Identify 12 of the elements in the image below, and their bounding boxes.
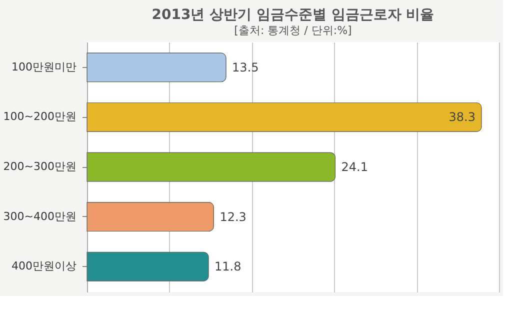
- y-tick-label: 400만원이상: [12, 260, 76, 273]
- data-label: 24.1: [341, 160, 368, 174]
- y-tick-label: 100만원미만: [12, 60, 76, 74]
- data-label: 38.3: [448, 110, 476, 124]
- y-tick-label: 200~300만원: [3, 160, 76, 173]
- y-tick-label: 300~400만원: [3, 210, 76, 223]
- chart-subtitle: [출처: 통계청 / 단위:%]: [234, 24, 352, 37]
- y-tick-label: 100~200만원: [3, 110, 76, 124]
- data-label: 13.5: [232, 60, 259, 74]
- data-label: 11.8: [214, 260, 242, 274]
- chart-title: 2013년 상반기 임금수준별 임금근로자 비율: [152, 7, 434, 23]
- data-label: 12.3: [220, 210, 246, 224]
